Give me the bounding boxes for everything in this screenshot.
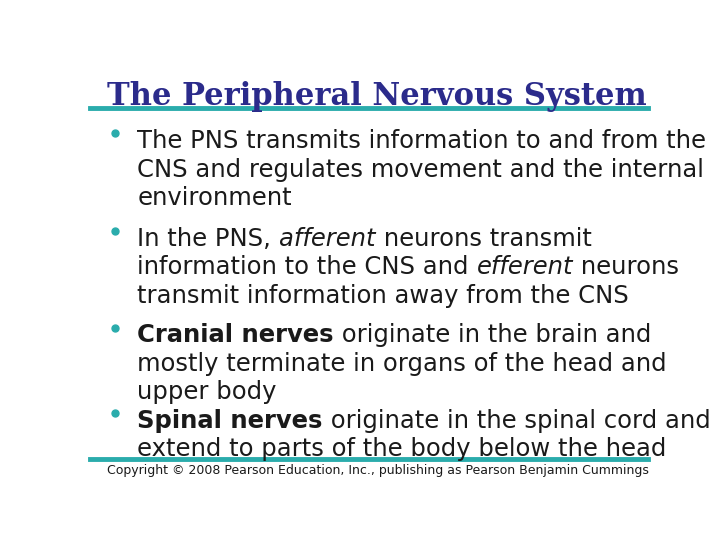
Text: neurons transmit: neurons transmit	[376, 227, 591, 251]
Text: efferent: efferent	[477, 255, 573, 279]
Text: transmit information away from the CNS: transmit information away from the CNS	[138, 284, 629, 307]
Text: originate in the brain and: originate in the brain and	[334, 323, 652, 347]
Text: extend to parts of the body below the head: extend to parts of the body below the he…	[138, 437, 667, 461]
Text: In the PNS,: In the PNS,	[138, 227, 279, 251]
Text: information to the CNS and: information to the CNS and	[138, 255, 477, 279]
Text: The Peripheral Nervous System: The Peripheral Nervous System	[107, 80, 647, 112]
Text: Cranial nerves: Cranial nerves	[138, 323, 334, 347]
Text: The PNS transmits information to and from the: The PNS transmits information to and fro…	[138, 129, 706, 153]
Text: originate in the spinal cord and: originate in the spinal cord and	[323, 409, 711, 433]
Text: upper body: upper body	[138, 380, 277, 404]
Text: environment: environment	[138, 186, 292, 210]
Text: CNS and regulates movement and the internal: CNS and regulates movement and the inter…	[138, 158, 704, 181]
Text: Copyright © 2008 Pearson Education, Inc., publishing as Pearson Benjamin Cumming: Copyright © 2008 Pearson Education, Inc.…	[107, 464, 649, 477]
Text: neurons: neurons	[573, 255, 679, 279]
Text: afferent: afferent	[279, 227, 376, 251]
Text: Spinal nerves: Spinal nerves	[138, 409, 323, 433]
Text: mostly terminate in organs of the head and: mostly terminate in organs of the head a…	[138, 352, 667, 376]
